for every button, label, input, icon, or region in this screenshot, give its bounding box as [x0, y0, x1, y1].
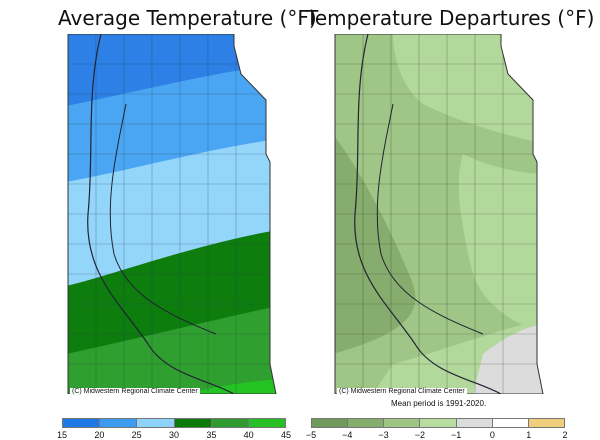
dep-legend-tick-label: 0	[489, 430, 495, 440]
dep-legend-tick-label: 1	[526, 430, 532, 440]
avg-legend-tick-label: 15	[56, 430, 68, 440]
dep-legend-tick-label: −2	[414, 430, 425, 440]
temperature-departures-legend	[311, 418, 565, 428]
dep-legend-tick-label: 2	[562, 430, 568, 440]
average-temperature-legend	[62, 418, 286, 428]
avg-zone-green-mid	[68, 306, 276, 394]
avg-legend-swatch	[248, 419, 286, 427]
illinois-river	[376, 103, 484, 335]
dep-legend-swatch	[528, 419, 564, 427]
avg-legend-tick-label: 25	[131, 430, 142, 440]
state-border	[87, 34, 235, 394]
dep-zone-light-east	[458, 154, 543, 334]
dep-zone-gray	[473, 324, 543, 394]
dep-legend-tick-label: −4	[342, 430, 353, 440]
avg-legend-swatch	[137, 419, 175, 427]
dep-legend-swatch	[384, 419, 421, 427]
dep-legend-swatch	[456, 419, 493, 427]
avg-zone-green-bright	[186, 379, 276, 394]
dep-legend-swatch	[492, 419, 529, 427]
credit-right: (C) Midwestern Regional Climate Center	[337, 388, 467, 395]
avg-legend-swatch	[100, 419, 138, 427]
dep-zone-dark-west	[335, 134, 416, 354]
dep-legend-tick-label: −3	[378, 430, 389, 440]
avg-legend-tick-label: 40	[243, 430, 254, 440]
avg-legend-tick-label: 20	[94, 430, 105, 440]
avg-legend-swatch	[211, 419, 249, 427]
dep-legend-swatch	[420, 419, 457, 427]
temperature-departures-title: Temperature Departures (°F)	[306, 6, 595, 30]
avg-legend-tick-label: 45	[280, 430, 292, 440]
avg-legend-tick-label: 35	[206, 430, 217, 440]
dep-legend-tick-label: −5	[305, 430, 317, 440]
avg-legend-swatch	[174, 419, 212, 427]
county-lines	[335, 34, 537, 394]
illinois-river	[109, 103, 217, 335]
temperature-departures-map	[334, 34, 544, 394]
avg-legend-swatch	[63, 419, 101, 427]
dep-legend-tick-label: −1	[451, 430, 462, 440]
state-border	[354, 34, 502, 394]
mean-period-note: Mean period is 1991-2020.	[391, 399, 487, 408]
credit-left: (C) Midwestern Regional Climate Center	[70, 388, 200, 395]
dep-legend-swatch	[348, 419, 385, 427]
dep-legend-swatch	[312, 419, 349, 427]
county-lines	[68, 34, 270, 394]
average-temperature-map	[67, 34, 277, 394]
avg-legend-tick-label: 30	[168, 430, 180, 440]
average-temperature-title: Average Temperature (°F)	[58, 6, 317, 30]
